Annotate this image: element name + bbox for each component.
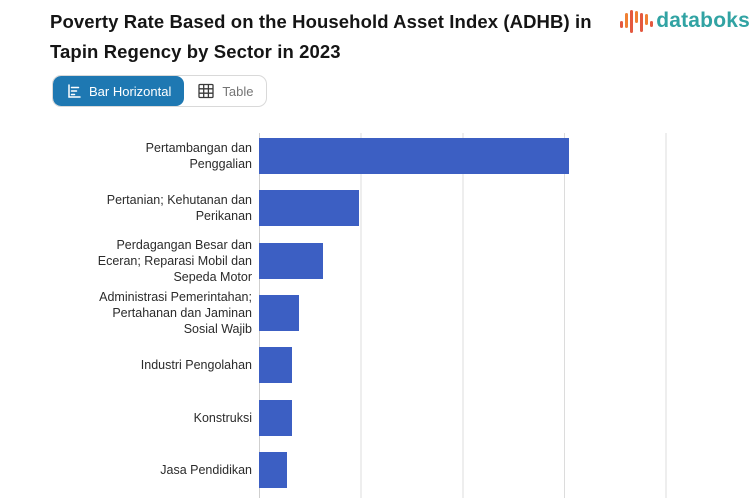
category-label: Pertanian; Kehutanan dan Perikanan <box>106 193 252 224</box>
bar-track <box>259 235 753 287</box>
category-label: Konstruksi <box>193 410 252 425</box>
chart-bar[interactable] <box>259 190 359 227</box>
chart-row: Administrasi Pemerintahan; Pertahanan dan… <box>0 287 753 339</box>
databoks-logo[interactable]: databoks <box>620 7 750 35</box>
bar-track <box>259 391 753 443</box>
chart-row: Pertanian; Kehutanan dan Perikanan <box>0 182 753 234</box>
databoks-logo-text: databoks <box>656 9 750 32</box>
chart-bar[interactable] <box>259 138 570 175</box>
category-label: Perdagangan Besar dan Eceran; Reparasi Mo… <box>97 237 252 284</box>
view-toggle: Bar Horizontal Table <box>52 75 268 107</box>
page-title-line-2: Tapin Regency by Sector in 2023 <box>50 41 341 62</box>
chart-row: Industri Pengolahan <box>0 339 753 391</box>
chart-row: Perdagangan Besar dan Eceran; Reparasi Mo… <box>0 235 753 287</box>
table-button[interactable]: Table <box>184 76 266 106</box>
bar-horizontal-label: Bar Horizontal <box>89 83 172 99</box>
table-icon <box>197 82 215 100</box>
page-title: Poverty Rate Based on the Household Asse… <box>50 7 650 67</box>
horizontal-bar-chart: Pertambangan dan Penggalian Pertanian; Keh… <box>0 130 753 498</box>
category-label: Industri Pengolahan <box>140 358 252 373</box>
chart-row: Konstruksi <box>0 391 753 443</box>
bar-track <box>259 444 753 496</box>
bar-track <box>259 130 753 182</box>
chart-bar[interactable] <box>259 451 288 488</box>
bar-track <box>259 339 753 391</box>
bar-track <box>259 182 753 234</box>
category-label: Jasa Pendidikan <box>160 462 252 477</box>
chart-rows: Pertambangan dan Penggalian Pertanian; Keh… <box>0 130 753 496</box>
bar-horizontal-button[interactable]: Bar Horizontal <box>53 76 185 106</box>
table-label: Table <box>222 83 254 99</box>
chart-bar[interactable] <box>259 242 324 279</box>
category-label: Pertambangan dan Penggalian <box>145 141 252 172</box>
chart-row: Pertambangan dan Penggalian <box>0 130 753 182</box>
bar-track <box>259 287 753 339</box>
databoks-bars-icon <box>620 7 654 35</box>
bar-horizontal-icon <box>66 83 82 99</box>
chart-row: Jasa Pendidikan <box>0 444 753 496</box>
chart-bar[interactable] <box>259 399 292 436</box>
chart-bar[interactable] <box>259 295 299 332</box>
category-label: Administrasi Pemerintahan; Pertahanan dan… <box>99 290 252 337</box>
page-title-line-1: Poverty Rate Based on the Household Asse… <box>50 11 592 32</box>
chart-bar[interactable] <box>259 347 292 384</box>
